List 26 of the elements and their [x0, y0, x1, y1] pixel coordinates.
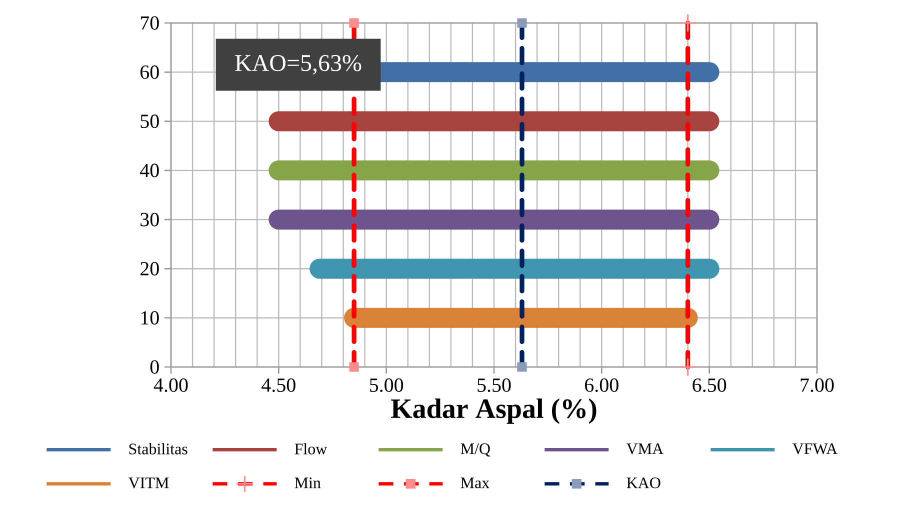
- legend-label: VFWA: [792, 443, 838, 454]
- x-tick-label: 6.00: [585, 378, 618, 392]
- x-tick-label: 4.50: [262, 378, 296, 392]
- annotation: KAO=5,63%: [235, 54, 362, 75]
- legend-label: Stabilitas: [129, 443, 188, 454]
- legend-label: Min: [294, 478, 321, 488]
- y-tick-label: 10: [141, 311, 159, 325]
- y-tick-label: 0: [150, 360, 159, 374]
- legend-label: VMA: [626, 443, 664, 454]
- y-tick-label: 60: [140, 65, 159, 79]
- y-tick-label: 70: [140, 16, 159, 30]
- y-tick-label: 40: [140, 164, 159, 178]
- x-tick-label: 7.00: [800, 378, 834, 392]
- x-tick-label: 6.50: [692, 378, 726, 392]
- legend-label: VITM: [128, 478, 169, 488]
- legend-label: M/Q: [460, 443, 490, 457]
- x-tick-label: 5.00: [370, 378, 404, 392]
- y-tick-label: 20: [140, 262, 159, 276]
- y-tick-label: 50: [140, 114, 159, 128]
- x-tick-label: 4.00: [154, 378, 188, 392]
- x-axis-title: Kadar Aspal (%): [391, 398, 596, 424]
- legend-label: Flow: [294, 443, 328, 454]
- x-tick-label: 5.50: [478, 378, 511, 392]
- legend-label: KAO: [626, 478, 660, 488]
- y-tick-label: 30: [140, 212, 159, 226]
- legend-label: Max: [460, 478, 490, 488]
